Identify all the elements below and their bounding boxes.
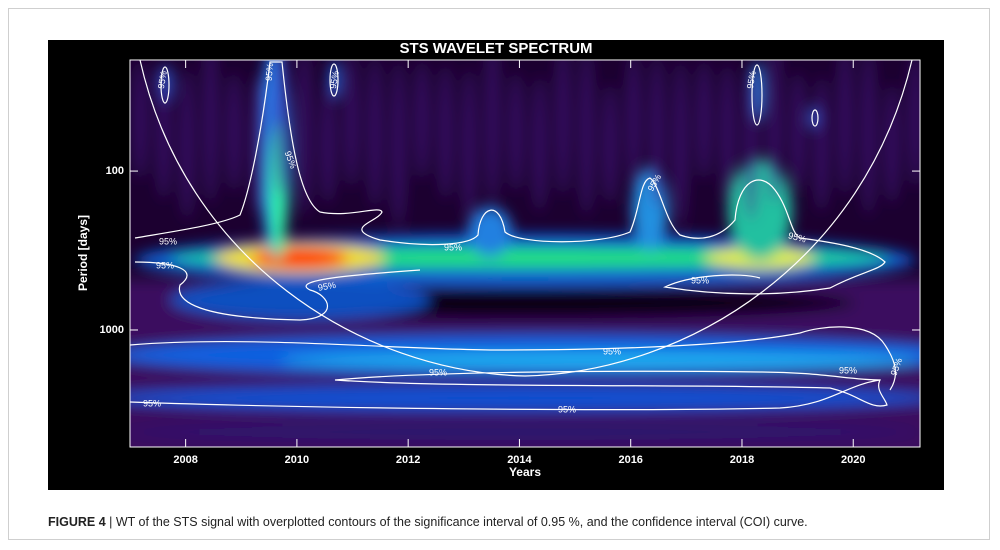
texture	[791, 72, 805, 192]
heatmap: 95% 95% 95% 95% 95% 95% 95% 95% 95% 95% 95% 95% 95% 9…	[130, 60, 920, 447]
x-tick-label: 2016	[618, 454, 642, 466]
texture	[321, 84, 335, 204]
texture	[532, 76, 547, 212]
texture	[556, 60, 570, 196]
x-tick-label: 2018	[730, 454, 754, 466]
texture	[908, 60, 920, 188]
texture	[485, 60, 500, 204]
contour-label: 95%	[156, 260, 174, 270]
x-tick-label: 2008	[173, 454, 197, 466]
texture	[603, 84, 617, 204]
texture	[180, 68, 194, 220]
x-axis-label: Years	[509, 465, 541, 479]
chart-title: STS WAVELET SPECTRUM	[399, 40, 592, 57]
x-tick-label: 2014	[507, 454, 532, 466]
contour-label: 95%	[264, 63, 276, 82]
contour-label: 95%	[603, 346, 621, 356]
contour-label: 95%	[558, 404, 576, 414]
texture	[509, 72, 523, 192]
x-tick-label: 2010	[285, 454, 309, 466]
contour-label: 95%	[159, 236, 177, 246]
chart: 95% 95% 95% 95% 95% 95% 95% 95% 95% 95% 95% 95% 95% 9…	[48, 40, 944, 490]
caption-text: | WT of the STS signal with overplotted …	[109, 515, 808, 529]
contour-label: 95%	[143, 398, 161, 408]
texture	[744, 68, 758, 220]
contour-label: 95%	[156, 70, 169, 89]
texture	[297, 60, 312, 216]
plot-frame	[129, 59, 921, 448]
contour-label: 95%	[328, 70, 341, 89]
figure-label: FIGURE 4	[48, 515, 106, 529]
contour-label: 95%	[839, 365, 857, 375]
texture	[368, 60, 382, 208]
texture	[814, 76, 829, 212]
texture	[391, 60, 406, 228]
x-tick-label: 2012	[396, 454, 420, 466]
texture	[720, 64, 735, 200]
texture	[626, 60, 641, 188]
y-tick-label: 100	[106, 165, 124, 177]
coi-curve	[139, 60, 913, 377]
texture	[579, 60, 594, 216]
caption: FIGURE 4 | WT of the STS signal with ove…	[48, 515, 808, 529]
texture	[344, 60, 359, 188]
texture	[274, 60, 288, 196]
texture	[838, 60, 852, 196]
texture	[673, 60, 688, 228]
texture	[438, 64, 453, 200]
contour-label: 95%	[745, 70, 758, 89]
texture	[203, 60, 218, 204]
y-axis-label: Period [days]	[76, 215, 90, 291]
texture	[415, 60, 429, 180]
texture	[133, 60, 147, 180]
contour-label: 95%	[787, 230, 807, 244]
contour-label: 95%	[444, 242, 462, 252]
contour-label: 95%	[317, 280, 336, 293]
figure-frame	[8, 8, 990, 540]
texture	[697, 60, 711, 180]
texture	[227, 72, 241, 192]
contour-label: 95%	[691, 275, 709, 285]
texture	[650, 60, 664, 208]
y-tick-label: 1000	[100, 324, 124, 336]
texture	[767, 60, 782, 204]
texture	[462, 68, 476, 220]
contour-label: 95%	[429, 367, 447, 377]
texture	[861, 60, 876, 216]
x-tick-label: 2020	[841, 454, 865, 466]
texture	[885, 84, 899, 204]
